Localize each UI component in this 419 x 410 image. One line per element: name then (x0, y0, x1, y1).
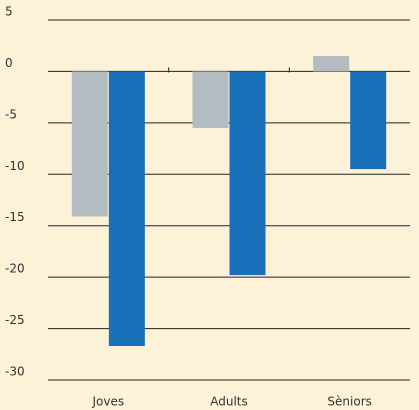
y-tick-label: -30 (5, 365, 25, 379)
y-tick-label: 0 (5, 56, 13, 70)
y-tick-label: -10 (5, 159, 25, 173)
bar (192, 71, 229, 128)
bar (229, 71, 266, 276)
x-tick-label: Adults (210, 395, 248, 409)
bar (313, 56, 350, 72)
bar (71, 71, 108, 217)
y-tick-label: -25 (5, 313, 25, 327)
bar (108, 71, 145, 347)
x-tick-label: Joves (92, 395, 125, 409)
y-tick-label: 5 (5, 5, 13, 19)
bar (350, 71, 387, 170)
y-tick-label: -15 (5, 210, 25, 224)
y-tick-label: -20 (5, 262, 25, 276)
x-tick-label: Sèniors (327, 395, 371, 409)
y-tick-label: -5 (5, 107, 17, 121)
